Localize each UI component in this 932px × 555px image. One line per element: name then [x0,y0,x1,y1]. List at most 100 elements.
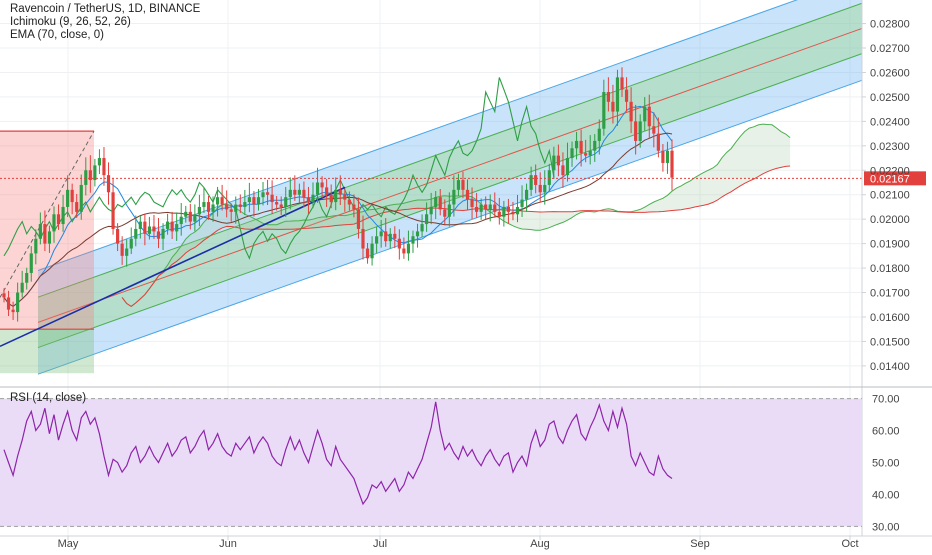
candle-body [156,231,161,239]
rsi-tick-label: 40.00 [872,489,900,501]
candle-body [47,231,52,244]
candle-body [166,221,170,229]
rsi-legend: RSI (14, close) [10,392,87,404]
candle-body [111,192,115,229]
candle-body [670,150,674,178]
candle-body [411,236,415,244]
candle-body [574,140,579,149]
candle-body [211,204,215,212]
candle-body [106,175,111,193]
candle-body [16,292,20,313]
candle-body [306,197,311,203]
candle-body [579,140,583,154]
candle-body [179,216,183,225]
rsi-band [0,398,862,527]
price-tick-label: 0.01700 [870,288,910,300]
candle-body [84,170,88,185]
candle-body [370,243,374,259]
candle-body [425,214,429,225]
candle-body [56,214,61,225]
candle-body [243,202,247,207]
candle-body [493,204,497,212]
candle-body [52,214,56,232]
candle-body [556,155,560,166]
candle-body [502,206,506,217]
price-tick-label: 0.02500 [870,92,910,104]
price-tick-label: 0.02200 [870,165,910,177]
last-price-tag [864,171,926,186]
candle-body [70,189,74,203]
candle-body [279,204,283,207]
rsi-tick-label: 70.00 [872,394,900,406]
candle-body [20,282,24,293]
candle-body [484,204,488,210]
price-tick-label: 0.02300 [870,141,910,153]
candle-body [275,202,279,205]
candle-body [661,150,665,163]
price-tick-label: 0.01500 [870,336,910,348]
candle-body [565,158,570,176]
candle-body [379,231,383,237]
candle-body [256,197,261,205]
candle-body [429,206,433,215]
candle-body [265,192,270,195]
candle-body [215,197,220,205]
time-tick-label: Sep [690,538,710,550]
candle-body [347,199,351,205]
candle-body [643,106,647,122]
candle-body [543,184,547,193]
candle-body [334,189,338,203]
candle-body [75,202,79,212]
candle-body [584,153,588,156]
candle-body [88,170,92,181]
candle-body [638,121,642,141]
candle-body [175,224,179,232]
candle-body [229,209,233,212]
candle-body [547,170,551,185]
candle-body [29,253,33,273]
candle-body [184,211,188,217]
candle-body [97,158,102,166]
candle-body [238,204,242,207]
ichimoku-base-line [3,132,673,308]
candle-body [270,194,274,203]
candle-body [647,106,651,127]
channel-upper-line [37,0,798,271]
candle-body [152,226,156,232]
candle-body [6,297,11,310]
candle-body [629,101,633,122]
candle-body [79,184,83,212]
candle-body [116,228,120,244]
legend-ema: EMA (70, close, 0) [10,29,104,41]
price-tick-label: 0.01800 [870,263,910,275]
time-tick-label: Oct [841,538,858,550]
candle-body [188,211,192,222]
candle-body [402,248,406,254]
candle-body [634,121,638,141]
price-tick-label: 0.02000 [870,214,910,226]
candle-body [570,148,574,159]
candle-body [143,221,147,234]
candle-body [393,233,397,239]
candle-body [515,206,520,215]
candle-body [652,126,656,134]
channel-inner-upper-line [37,2,863,298]
time-tick-label: Jul [373,538,387,550]
candle-body [552,155,556,171]
price-tick-label: 0.02600 [870,67,910,79]
candle-body [479,204,483,212]
ichimoku-leading-span-b [121,165,791,308]
candle-body [247,197,251,203]
candle-body [597,128,601,141]
candle-body [602,92,606,129]
candle-body [325,187,329,195]
candle-body [384,231,388,242]
candle-body [656,133,660,151]
short-position-target-box [0,329,94,374]
candle-body [365,248,370,259]
candle-body [611,101,615,112]
candle-body [438,197,442,210]
candle-body [343,194,347,200]
